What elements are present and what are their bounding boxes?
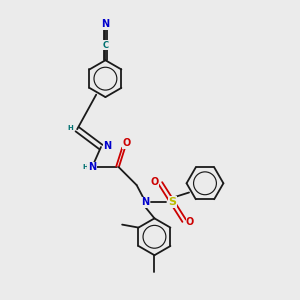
Text: O: O [122,138,130,148]
Text: O: O [186,217,194,227]
Text: S: S [168,197,176,207]
Text: N: N [88,162,96,172]
Text: H: H [82,164,88,169]
Text: H: H [68,125,74,131]
Text: N: N [101,19,110,29]
Text: N: N [142,197,150,207]
Text: O: O [150,177,159,187]
Text: N: N [103,141,112,152]
Text: C: C [102,41,109,50]
